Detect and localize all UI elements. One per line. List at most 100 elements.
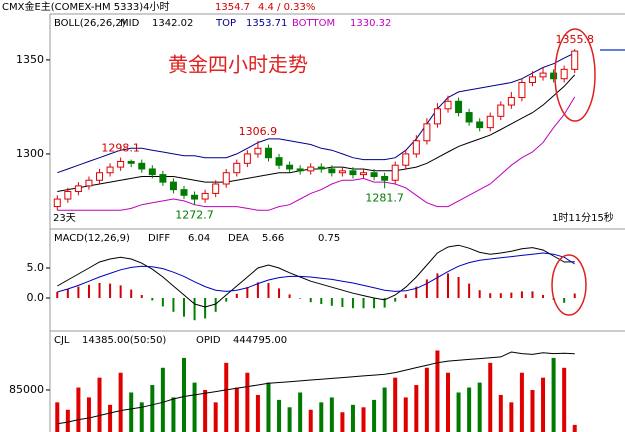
legend-value: 444795.00 [233,335,287,346]
volume-bar [245,372,250,432]
band-line [57,74,576,192]
candle [328,168,336,174]
volume-bar [234,387,239,432]
y-tick-label: 1300 [16,147,44,160]
candle [169,181,177,191]
legend-name: BOTTOM [292,18,335,29]
volume-bar [530,390,535,432]
legend-value: 1330.32 [350,18,391,29]
candle [497,104,505,117]
period-label: 23天 [53,213,76,224]
y-tick-label: 1350 [16,53,44,66]
candle [370,172,378,177]
volume-bar [498,394,503,432]
legend-name: MID [120,18,140,29]
candle [560,68,568,80]
candle [117,160,125,168]
volume-bar [414,385,419,432]
band-line [57,52,575,174]
volume-bar [541,377,546,432]
volume-bar [572,424,577,432]
legend-name: DEA [228,233,249,244]
candle [106,166,114,174]
volume-bar [519,372,524,432]
volume-bar [350,404,355,432]
price-annotation: 1298.1 [101,142,140,155]
volume-bar [509,402,514,432]
highlight-ellipse [554,28,596,122]
volume-bar [298,392,303,432]
legend-value: 14385.00(50:50) [82,335,166,346]
candle [286,164,294,170]
volume-bar [65,409,70,432]
volume-bar [266,382,271,432]
candle [96,172,104,181]
candle [127,160,135,164]
candle [550,72,558,80]
volume-bar [192,382,197,432]
volume-bar [361,407,366,432]
volume-bar [562,367,567,432]
price-annotation: 1355.8 [555,33,594,46]
volume-bar [213,402,218,432]
volume-bar [277,399,282,432]
volume-bar [372,399,377,432]
volume-bar [551,357,556,432]
volume-bar [393,377,398,432]
chart-title: 黄金四小时走势 [168,53,308,77]
legend-name: DIFF [148,233,170,244]
legend-value: 1342.02 [152,18,193,29]
candle [222,172,230,185]
header: CMX金E主(COMEX-HM 5333)4小时 1354.7 4.4 / 0.… [2,0,315,13]
candle [296,168,304,172]
candle [317,166,325,170]
candle [201,192,209,200]
legend-name: TOP [215,18,236,29]
legend-value: 0.75 [318,233,340,244]
volume-bar [477,382,482,432]
volume-bar [435,350,440,432]
boll-legend: BOLL(26,26,2) MID 1342.02 TOP 1353.71 BO… [54,18,391,29]
candle [360,172,368,176]
timer: 1时11分15秒 [552,211,614,224]
legend-value: 1353.71 [246,18,287,29]
volume-bar [224,362,229,432]
candle [518,81,526,99]
candle [528,76,536,83]
candle [148,168,156,176]
indicator: BOLL(26,26,2) [54,18,126,29]
candle [264,147,272,159]
candle [433,108,441,125]
candle [349,170,357,176]
volume-bar [118,372,123,432]
volume-bar [319,402,324,432]
macd-legend: MACD(12,26,9) DIFF 6.04 DEA 5.66 0.75 [54,233,340,244]
candle [412,140,420,155]
candle [138,162,146,170]
change: 4.4 / 0.33% [258,2,315,13]
indicator: CJL [54,335,70,346]
legend-value: 5.66 [262,233,284,244]
candle [338,170,346,174]
candle [307,166,315,172]
candle [74,185,82,193]
volume-bar [55,402,60,432]
price-annotation: 1306.9 [239,125,278,138]
volume-bar [76,387,81,432]
candle [85,179,93,187]
plot: 1300 1350 1298.1 1272.7 1306.9 1281.7 1355.8 5.… [9,33,594,432]
candle [486,115,494,129]
volume-bar [446,372,450,432]
volume-bar [308,409,313,432]
highlight-ellipse [551,254,587,316]
candle [455,100,463,114]
candle [391,164,399,181]
volume-bar [86,397,91,432]
volume-bar [255,394,260,432]
candle [402,153,410,166]
legend-name: OPID [196,335,221,346]
y-tick-label: 0.0 [27,291,45,304]
volume-bar [467,387,472,432]
